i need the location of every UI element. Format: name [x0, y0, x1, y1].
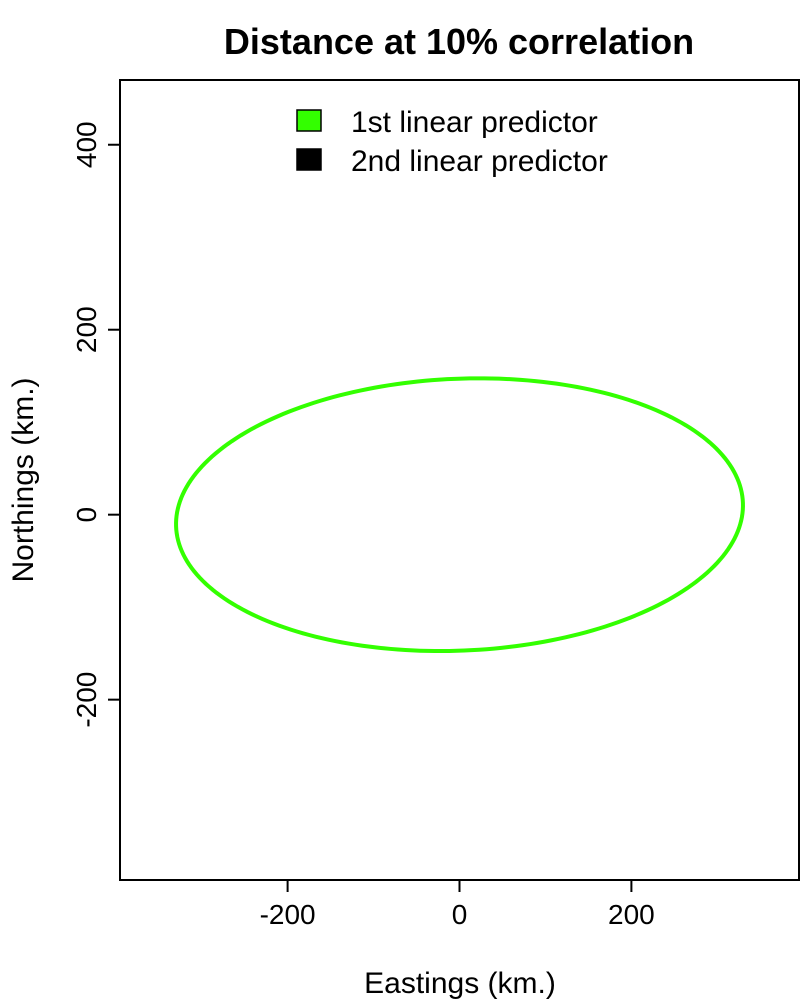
y-tick-label: -200	[71, 672, 102, 728]
legend: 1st linear predictor 2nd linear predicto…	[296, 106, 608, 178]
y-axis-title: Northings (km.)	[7, 377, 40, 582]
y-tick-label: 400	[71, 121, 102, 168]
legend-label-1: 1st linear predictor	[351, 106, 598, 139]
x-tick-label: -200	[260, 899, 316, 930]
y-tick-label: 200	[71, 306, 102, 353]
y-tick-label: 0	[71, 507, 102, 523]
chart-title: Distance at 10% correlation	[224, 21, 694, 62]
x-axis: -200 0 200	[260, 880, 655, 930]
series-layer	[174, 376, 745, 654]
x-axis-title: Eastings (km.)	[364, 967, 556, 1000]
plot-area	[119, 79, 800, 881]
x-tick-label: 0	[452, 899, 468, 930]
legend-swatch-2	[296, 148, 322, 171]
series-line-1st-linear-predictor	[174, 376, 745, 654]
legend-swatch-1	[296, 109, 322, 132]
y-axis: -200 0 200 400	[71, 121, 120, 728]
legend-label-2: 2nd linear predictor	[351, 145, 608, 178]
x-tick-label: 200	[608, 899, 655, 930]
